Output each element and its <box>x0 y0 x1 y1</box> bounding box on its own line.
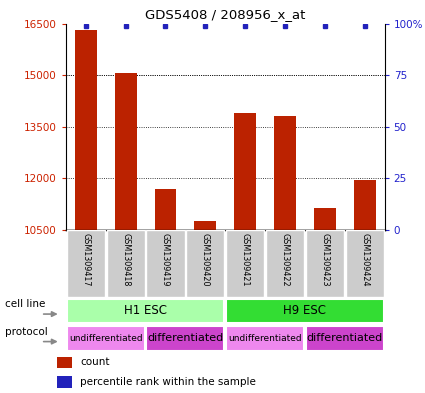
Bar <box>274 116 296 230</box>
Bar <box>67 326 145 351</box>
Bar <box>306 326 384 351</box>
Bar <box>306 230 344 297</box>
Bar <box>146 230 184 297</box>
Bar <box>75 31 97 230</box>
Text: GSM1309421: GSM1309421 <box>241 233 249 287</box>
Bar <box>57 376 72 388</box>
Bar <box>67 299 224 323</box>
Text: H1 ESC: H1 ESC <box>124 304 167 318</box>
Bar <box>354 180 376 230</box>
Text: GSM1309420: GSM1309420 <box>201 233 210 287</box>
Text: cell line: cell line <box>5 299 45 309</box>
Text: differentiated: differentiated <box>147 333 224 343</box>
Bar <box>186 230 224 297</box>
Text: percentile rank within the sample: percentile rank within the sample <box>80 377 256 387</box>
Title: GDS5408 / 208956_x_at: GDS5408 / 208956_x_at <box>145 8 306 21</box>
Text: GSM1309417: GSM1309417 <box>81 233 90 287</box>
Bar <box>226 299 384 323</box>
Text: undifferentiated: undifferentiated <box>69 334 142 343</box>
Text: H9 ESC: H9 ESC <box>283 304 326 318</box>
Bar <box>67 230 105 297</box>
Text: protocol: protocol <box>5 327 48 337</box>
Bar <box>194 221 216 230</box>
Bar <box>57 357 72 368</box>
Bar <box>155 189 176 230</box>
Bar <box>314 208 336 230</box>
Bar <box>226 326 304 351</box>
Text: count: count <box>80 358 109 367</box>
Text: undifferentiated: undifferentiated <box>228 334 302 343</box>
Text: differentiated: differentiated <box>307 333 383 343</box>
Text: GSM1309424: GSM1309424 <box>360 233 369 287</box>
Text: GSM1309422: GSM1309422 <box>280 233 289 287</box>
Text: GSM1309418: GSM1309418 <box>121 233 130 286</box>
Bar <box>226 230 264 297</box>
Bar <box>346 230 384 297</box>
Text: GSM1309423: GSM1309423 <box>320 233 329 287</box>
Bar <box>107 230 145 297</box>
Bar <box>266 230 304 297</box>
Bar <box>234 113 256 230</box>
Bar <box>115 73 136 230</box>
Text: GSM1309419: GSM1309419 <box>161 233 170 287</box>
Bar <box>146 326 224 351</box>
